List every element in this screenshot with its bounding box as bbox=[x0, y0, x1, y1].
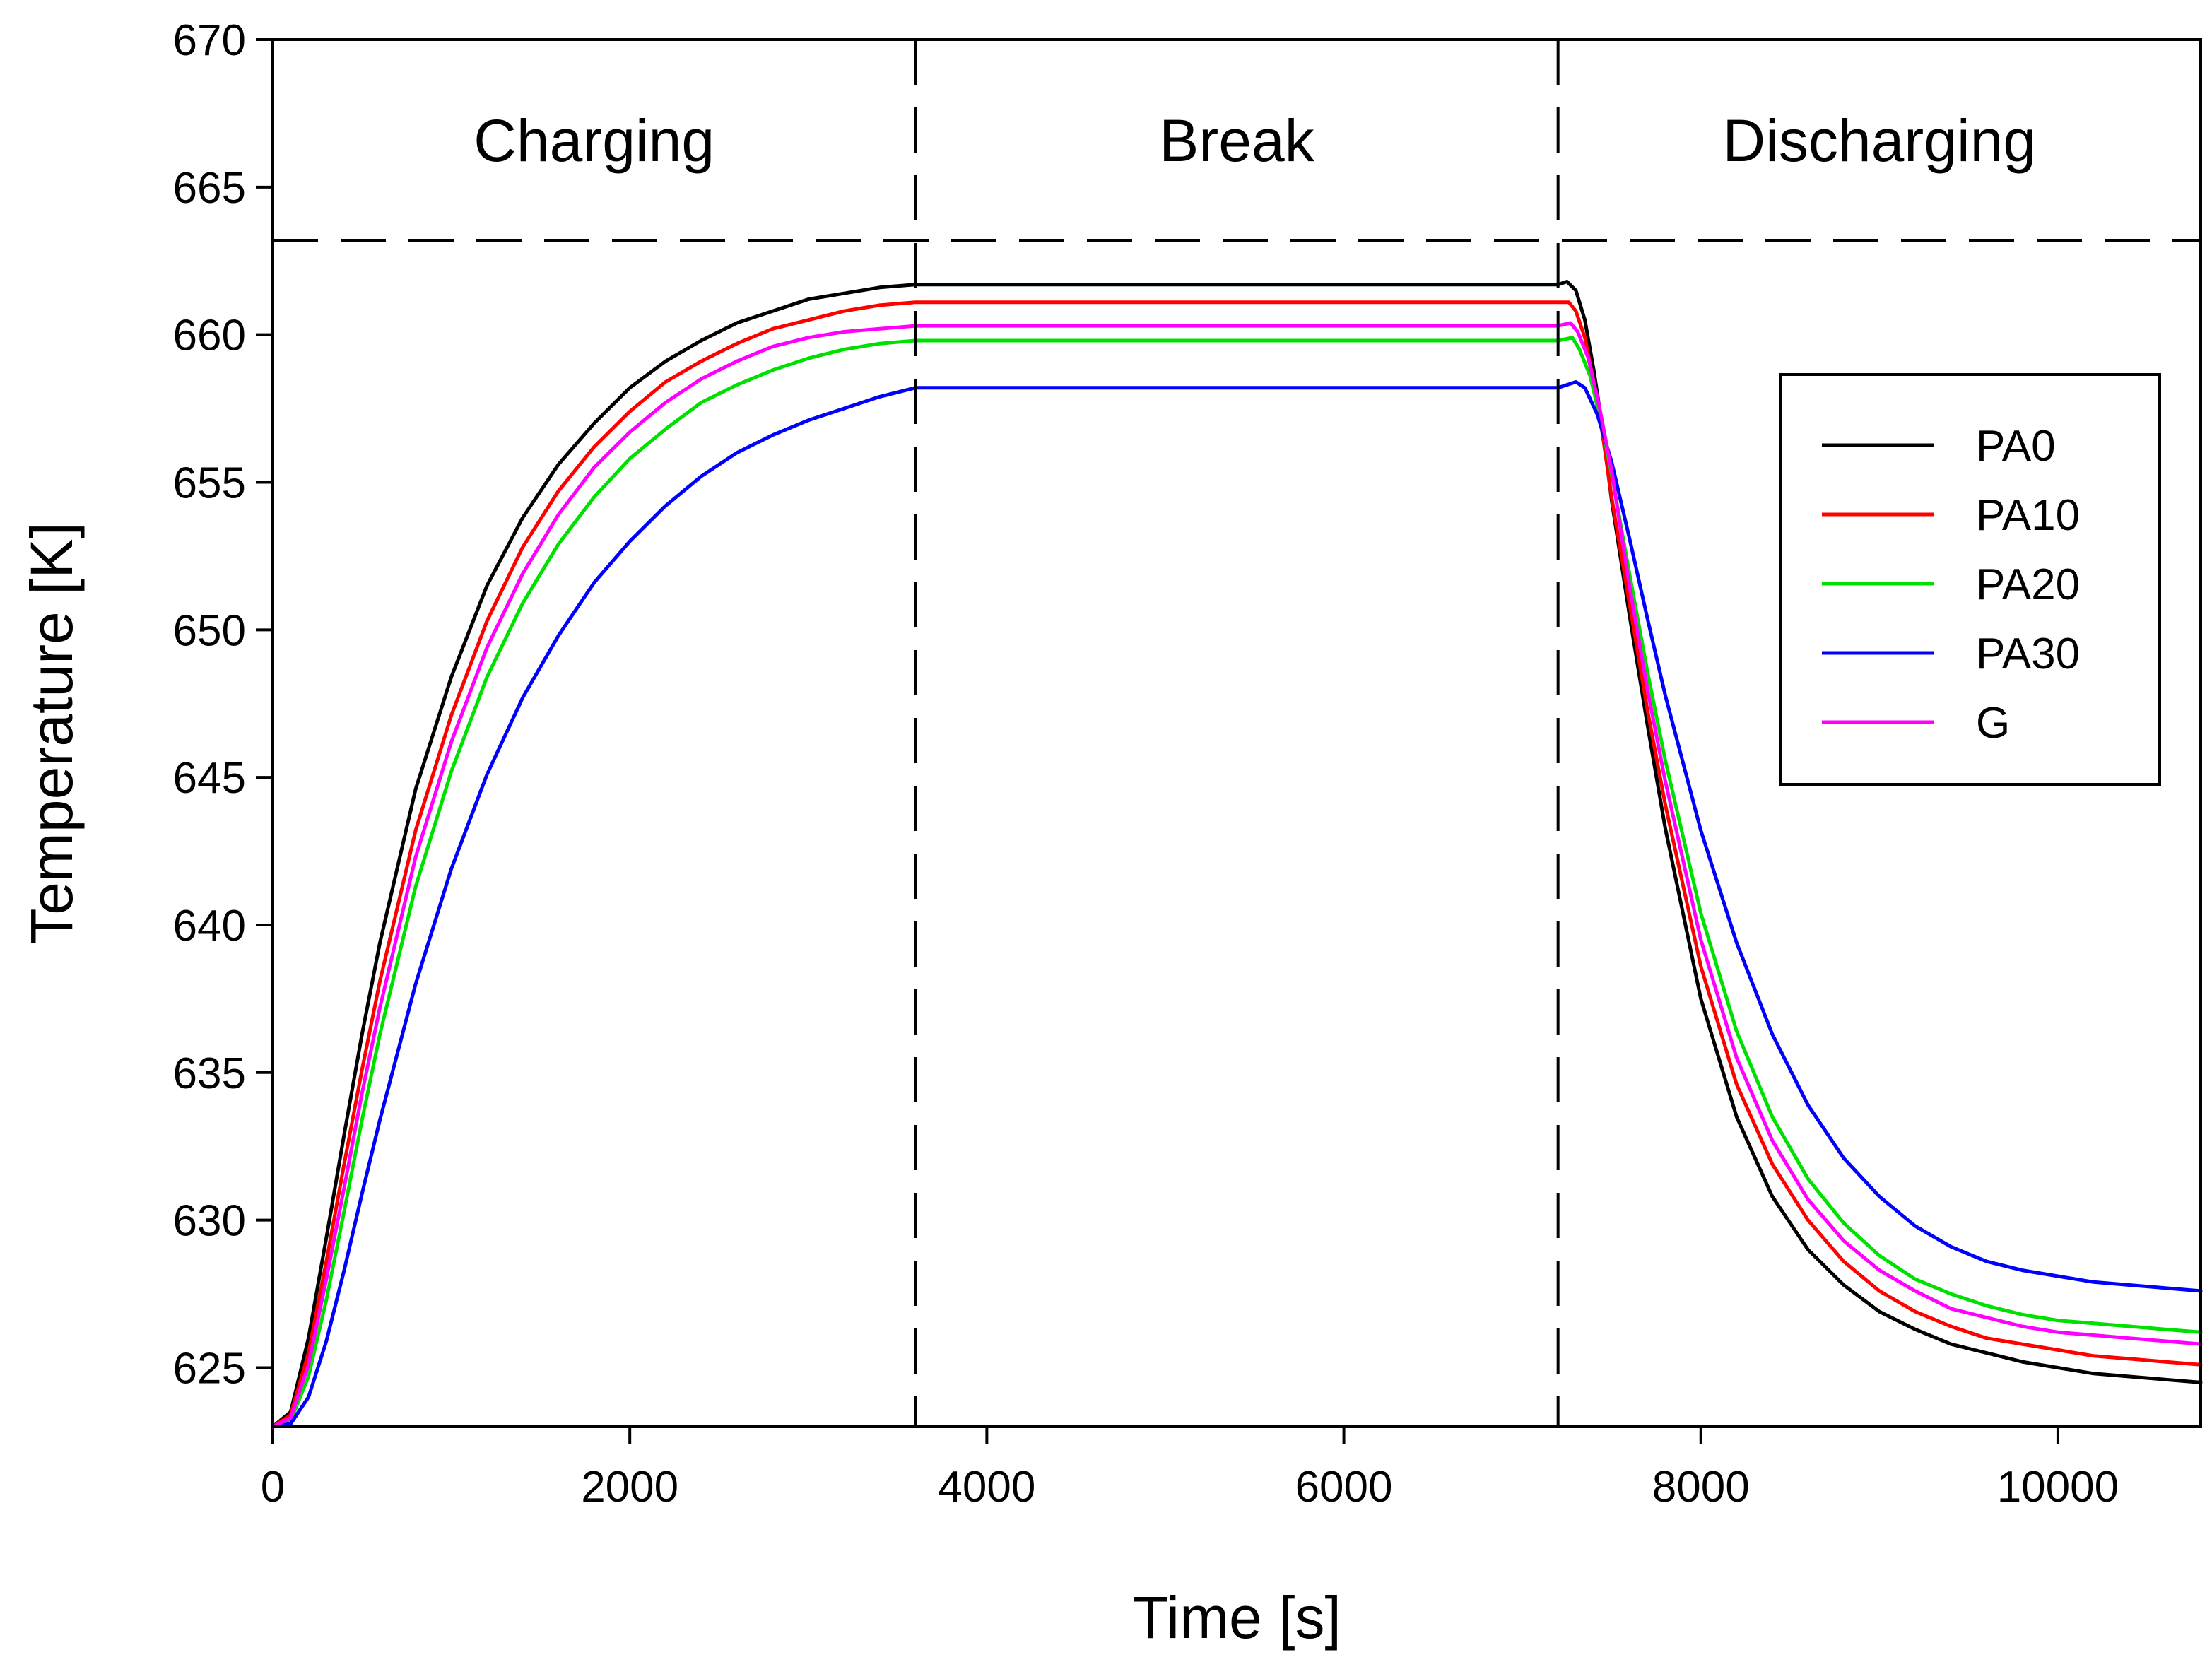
legend-label-pa10: PA10 bbox=[1976, 491, 2080, 540]
phase-labels: Charging Break Discharging bbox=[473, 107, 2036, 174]
y-tick-label: 655 bbox=[173, 459, 246, 507]
legend-label-pa0: PA0 bbox=[1976, 422, 2056, 471]
y-tick-label: 650 bbox=[173, 606, 246, 655]
y-tick-label: 665 bbox=[173, 164, 246, 213]
series-line-pa10 bbox=[271, 300, 2203, 1429]
plot-frame bbox=[271, 38, 2202, 1428]
series-line-pa0 bbox=[271, 280, 2203, 1429]
phase-label-break: Break bbox=[1159, 107, 1314, 174]
y-tick-label: 630 bbox=[173, 1197, 246, 1246]
x-axis-ticks: 0 2000 4000 6000 8000 10000 bbox=[261, 1427, 2119, 1511]
series-line-pa20 bbox=[271, 336, 2203, 1429]
x-tick-label: 0 bbox=[261, 1463, 285, 1511]
y-tick-label: 625 bbox=[173, 1344, 246, 1393]
y-axis-title: Temperature [K] bbox=[18, 522, 85, 945]
y-tick-label: 635 bbox=[173, 1049, 246, 1098]
x-tick-label: 8000 bbox=[1652, 1463, 1750, 1511]
x-tick-label: 4000 bbox=[938, 1463, 1035, 1511]
y-axis-ticks: 625 630 635 640 645 650 655 660 665 670 bbox=[173, 16, 273, 1393]
x-tick-label: 2000 bbox=[581, 1463, 678, 1511]
series-line-g bbox=[271, 321, 2203, 1429]
legend: PA0 PA10 PA20 PA30 G bbox=[1779, 373, 2161, 786]
y-tick-label: 660 bbox=[173, 312, 246, 360]
phase-dividers bbox=[273, 40, 2201, 1427]
x-axis-title: Time [s] bbox=[1132, 1584, 1341, 1651]
legend-label-g: G bbox=[1976, 699, 2010, 748]
legend-box bbox=[1779, 373, 2161, 786]
legend-label-pa20: PA20 bbox=[1976, 560, 2080, 609]
y-tick-label: 645 bbox=[173, 754, 246, 803]
x-tick-label: 10000 bbox=[1997, 1463, 2119, 1511]
phase-label-discharging: Discharging bbox=[1723, 107, 2037, 174]
y-tick-label: 640 bbox=[173, 902, 246, 950]
phase-label-charging: Charging bbox=[473, 107, 714, 174]
y-tick-label: 670 bbox=[173, 16, 246, 65]
legend-label-pa30: PA30 bbox=[1976, 630, 2080, 678]
series-layer bbox=[271, 280, 2203, 1429]
x-tick-label: 6000 bbox=[1295, 1463, 1393, 1511]
